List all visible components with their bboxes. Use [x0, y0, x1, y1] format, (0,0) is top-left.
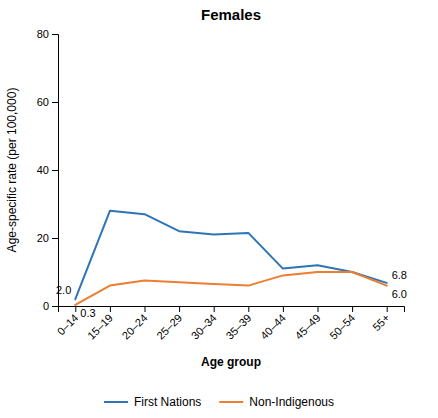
tick-mark	[283, 306, 284, 312]
annotation: 2.0	[56, 284, 71, 296]
tick: 50–54	[327, 306, 357, 342]
tick-mark	[52, 238, 58, 239]
tick-label: 0–14	[55, 312, 81, 338]
tick-mark	[52, 34, 58, 35]
tick: 45–49	[293, 306, 323, 342]
tick: 55+	[370, 306, 392, 333]
y-axis: 0 20 40 60 80	[37, 28, 59, 312]
tick-mark	[52, 102, 58, 103]
tick: 30–34	[189, 306, 219, 342]
tick-mark	[52, 170, 58, 171]
axis-line	[59, 307, 405, 313]
tick-label: 45–49	[293, 312, 323, 342]
tick-mark	[110, 306, 111, 312]
tick: 40–44	[258, 306, 288, 342]
line	[75, 211, 386, 299]
tick-label: 20	[37, 232, 49, 244]
legend-label: Non-Indigenous	[249, 395, 334, 409]
tick: 40	[37, 164, 58, 176]
tick: 0–14	[55, 306, 81, 337]
tick-label: 50–54	[327, 312, 357, 342]
annotation: 0.3	[80, 307, 95, 319]
annotation: 6.0	[392, 288, 407, 300]
tick-label: 55+	[370, 312, 392, 334]
tick-mark	[75, 306, 76, 312]
tick-label: 35–39	[223, 312, 253, 342]
tick-label: 40	[37, 164, 49, 176]
legend-swatch	[104, 401, 128, 403]
tick: 60	[37, 96, 58, 108]
tick: 20	[37, 232, 58, 244]
legend-item: First Nations	[104, 395, 201, 409]
tick-label: 20–24	[120, 312, 150, 342]
tick-mark	[248, 306, 249, 312]
axis-line	[52, 35, 59, 307]
tick-mark	[214, 306, 215, 312]
tick-mark	[387, 306, 388, 312]
tick: 20–24	[120, 306, 150, 342]
plot-area	[75, 211, 386, 305]
tick: 80	[37, 28, 58, 40]
tick-mark	[318, 306, 319, 312]
chart: Females 0 20 40 60 80 0–1415–1920–2425–2930–34…	[0, 0, 438, 418]
tick-label: 60	[37, 96, 49, 108]
tick: 35–39	[223, 306, 253, 342]
line	[75, 272, 386, 305]
tick: 0	[43, 300, 58, 312]
tick-label: 25–29	[154, 312, 184, 342]
tick-label: 40–44	[258, 312, 288, 342]
tick-mark	[145, 306, 146, 312]
tick-mark	[352, 306, 353, 312]
y-axis-title: Age-specific rate (per 100,000)	[5, 88, 19, 253]
tick-label: 80	[37, 28, 49, 40]
annotation: 6.8	[392, 269, 407, 281]
legend: First Nations Non-Indigenous	[104, 395, 334, 409]
legend-item: Non-Indigenous	[219, 395, 334, 409]
title: Females	[201, 6, 261, 23]
tick-mark	[179, 306, 180, 312]
tick-mark	[52, 306, 58, 307]
tick: 25–29	[154, 306, 184, 342]
legend-swatch	[219, 401, 243, 403]
tick-label: 30–34	[189, 312, 219, 342]
tick-label: 0	[43, 300, 49, 312]
x-axis: 0–1415–1920–2425–2930–3435–3940–4445–495…	[55, 306, 405, 342]
legend-label: First Nations	[134, 395, 201, 409]
annotations: 2.0 0.3 6.8 6.0	[56, 269, 407, 319]
x-axis-title: Age group	[201, 355, 261, 369]
